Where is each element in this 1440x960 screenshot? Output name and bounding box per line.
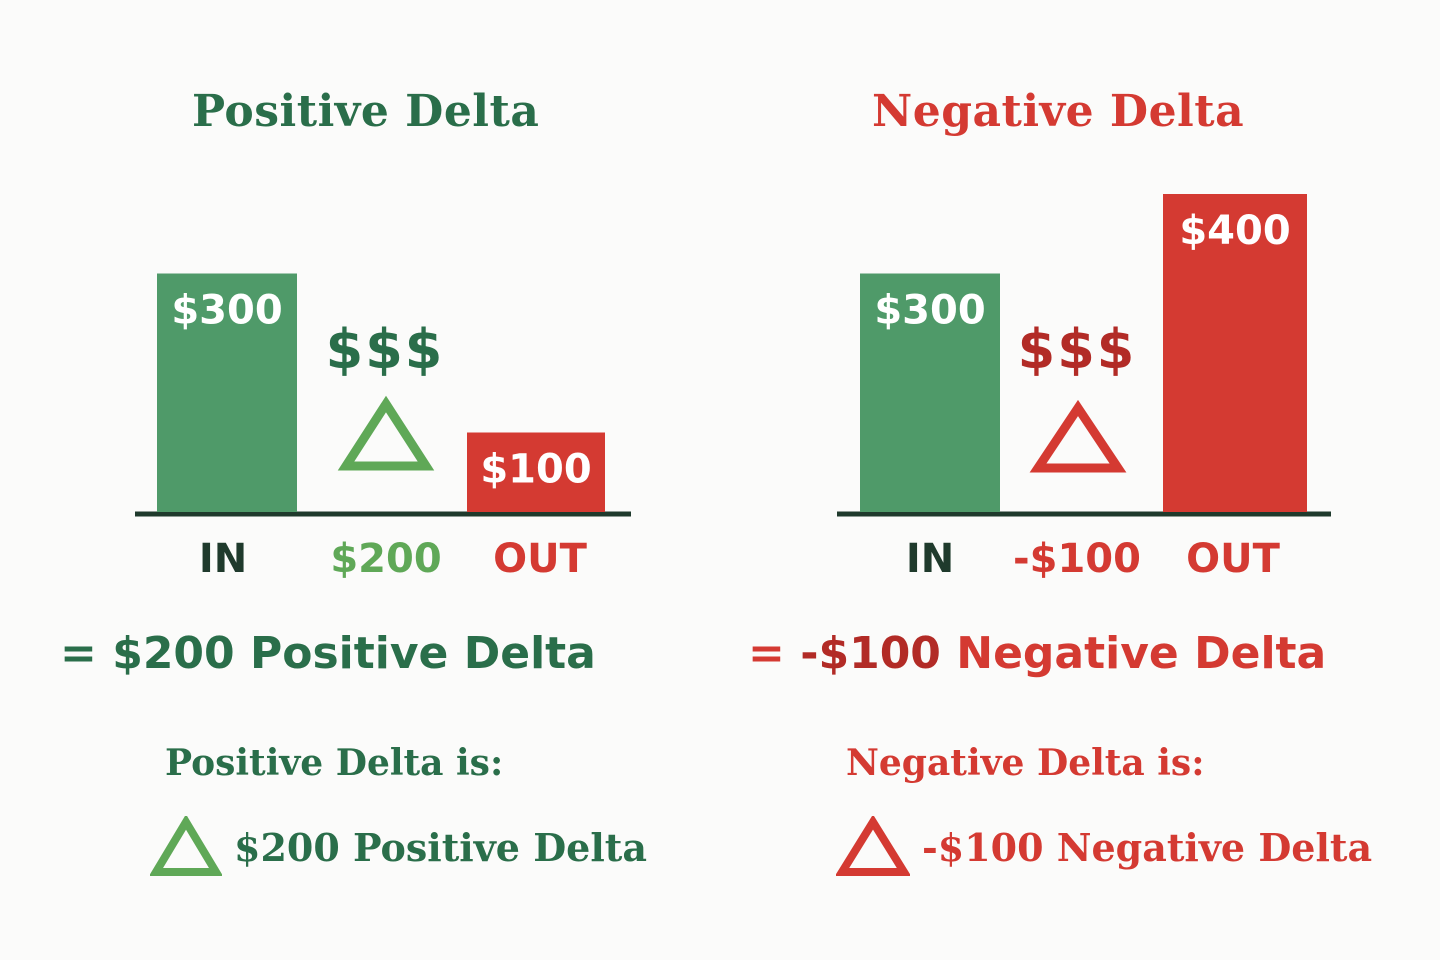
summary-text: -$100 Negative Delta (922, 824, 1373, 870)
result-text: Negative Delta (956, 628, 1327, 679)
negative-delta-is-label: Negative Delta is: (846, 742, 1205, 784)
positive-delta-summary: $200 Positive Delta (150, 816, 647, 878)
negative-delta-chart: $300 $400 $$$ IN -$100 OUT (837, 194, 1331, 582)
bar-out-value-label: $100 (480, 447, 591, 493)
equals-sign: = (748, 628, 785, 679)
x-tick-in: IN (199, 536, 247, 582)
positive-delta-panel: Positive Delta $300 $100 $$$ IN $200 OUT… (60, 86, 647, 878)
positive-delta-result: = $200 Positive Delta (60, 628, 596, 679)
bar-out-value-label: $400 (1179, 208, 1290, 254)
x-tick-in: IN (906, 536, 954, 582)
bar-out (1163, 194, 1307, 512)
result-value: $200 (112, 628, 235, 679)
bar-in (860, 273, 1000, 512)
positive-delta-chart: $300 $100 $$$ IN $200 OUT (135, 273, 631, 582)
result-text: Positive Delta (250, 628, 596, 679)
summary-text: $200 Positive Delta (234, 824, 647, 870)
bar-out (467, 432, 605, 512)
negative-delta-result: = -$100 Negative Delta (748, 628, 1326, 679)
delta-triangle-icon (836, 816, 910, 876)
negative-delta-panel: Negative Delta $300 $400 $$$ IN -$100 OU… (720, 0, 1440, 960)
delta-value-label: $200 (330, 536, 441, 582)
delta-triangle-icon (150, 816, 222, 876)
delta-value-label: -$100 (1013, 536, 1141, 582)
negative-delta-title: Negative Delta (872, 86, 1245, 137)
negative-delta-summary: -$100 Negative Delta (836, 816, 1372, 878)
x-tick-out: OUT (1186, 536, 1280, 582)
delta-triangle-icon (337, 395, 435, 471)
bar-in (157, 273, 297, 512)
x-tick-out: OUT (493, 536, 587, 582)
delta-triangle-icon (1029, 399, 1127, 473)
positive-delta-title: Positive Delta (192, 86, 540, 137)
bar-in-value-label: $300 (874, 288, 985, 334)
result-value: -$100 (800, 628, 941, 679)
equals-sign: = (60, 628, 97, 679)
dollar-symbols: $$$ (1018, 318, 1137, 381)
dollar-symbols: $$$ (326, 318, 445, 381)
bar-in-value-label: $300 (171, 288, 282, 334)
positive-delta-is-label: Positive Delta is: (165, 742, 504, 784)
